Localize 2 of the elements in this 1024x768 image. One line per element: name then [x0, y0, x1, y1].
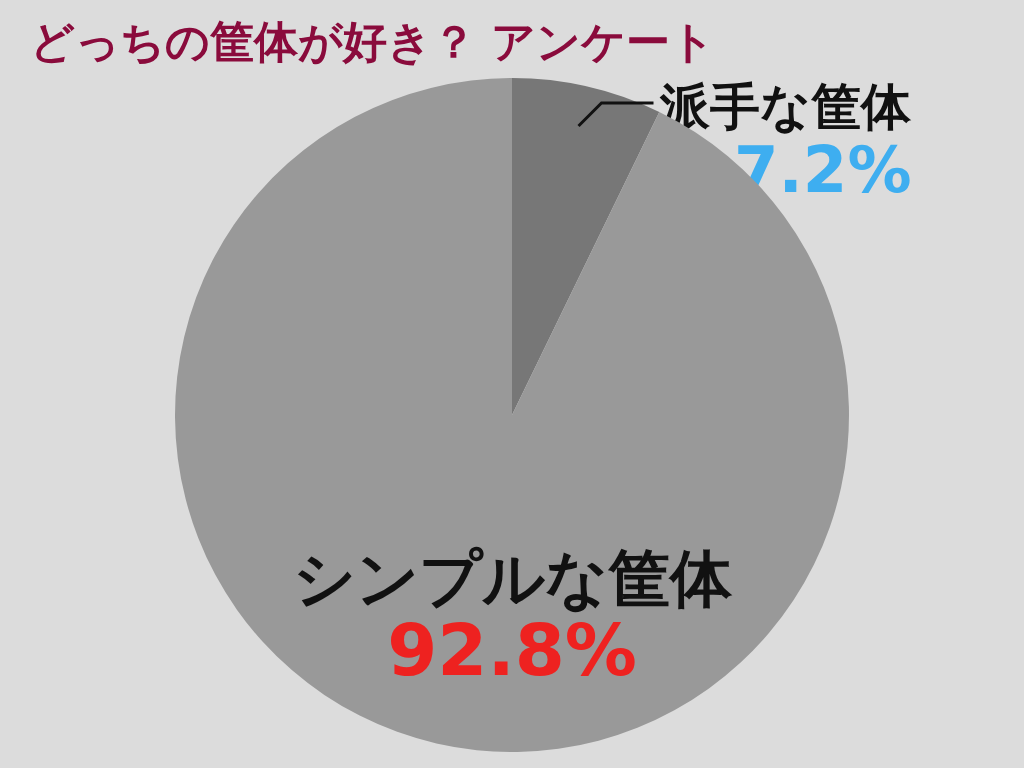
data-label: 7.2%	[734, 133, 912, 207]
chart-title: どっちの筐体が好き？ アンケート	[30, 16, 716, 67]
